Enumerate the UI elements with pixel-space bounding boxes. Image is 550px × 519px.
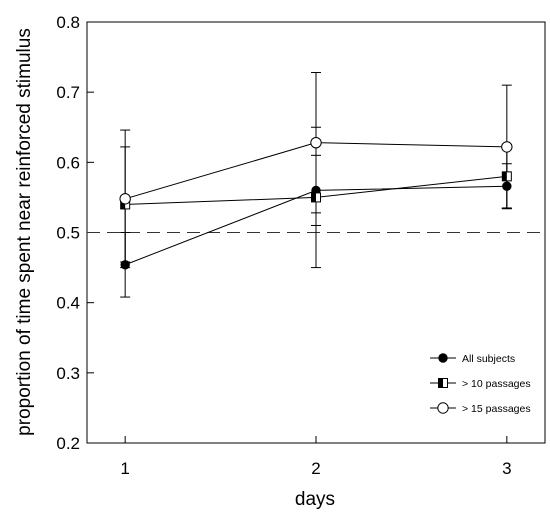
markers-15-passages [119,136,513,205]
x-tick-label: 3 [502,459,511,478]
data-point [120,260,130,270]
legend-label: > 10 passages [462,378,531,390]
x-axis-title: days [295,489,335,510]
legend-marker [438,378,448,388]
data-point-fill [311,192,316,202]
y-tick-label: 0.4 [56,294,80,313]
y-tick-label: 0.8 [56,13,80,32]
y-tick-label: 0.7 [56,83,80,102]
data-point [311,192,321,203]
data-point [501,141,513,153]
legend-marker-fill [438,378,443,388]
y-tick-label: 0.3 [56,364,80,383]
y-tick-label: 0.5 [56,224,80,243]
legend-marker [437,402,449,414]
data-point-fill [502,171,507,181]
x-tick-label: 1 [120,459,129,478]
plot-area: 0.2 0.3 0.4 0.5 0.6 0.7 0.8 1 2 3 [56,13,546,478]
data-point-fill [120,199,126,209]
legend-label: All subjects [462,353,515,365]
legend-marker [438,353,448,363]
legend-item-all-subjects: All subjects [430,353,515,365]
y-tick-label: 0.2 [56,434,80,453]
data-point [502,181,512,191]
legend: All subjects > 10 passages > 15 passages [430,353,531,415]
y-axis-title: proportion of time spent near reinforced… [14,28,35,436]
data-point [501,171,512,182]
legend-item-10-passages: > 10 passages [430,378,531,390]
data-point [119,193,131,205]
data-point [310,136,322,149]
legend-label: > 15 passages [462,403,531,415]
y-tick-label: 0.6 [56,153,80,172]
legend-item-15-passages: > 15 passages [430,402,531,415]
x-tick-label: 2 [311,459,320,478]
